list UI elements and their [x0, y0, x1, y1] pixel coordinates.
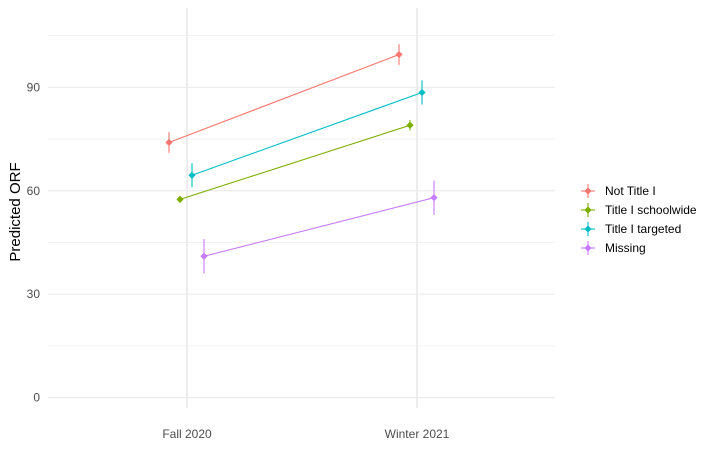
major-gridlines — [48, 8, 555, 408]
series-layer — [165, 44, 438, 274]
data-point — [406, 121, 414, 129]
y-axis-title: Predicted ORF — [7, 162, 24, 261]
legend-key-marker — [584, 187, 592, 195]
data-point — [165, 138, 173, 147]
x-tick-label: Winter 2021 — [385, 427, 450, 441]
series-group — [176, 120, 414, 203]
series-line — [168, 54, 400, 143]
x-tick-label: Fall 2020 — [162, 427, 212, 441]
series-group — [200, 180, 438, 274]
series-line — [179, 124, 411, 200]
legend-label: Missing — [605, 241, 646, 255]
legend-item: Title I targeted — [581, 222, 681, 236]
series-line — [203, 197, 435, 257]
series-line — [191, 91, 423, 176]
y-tick-label: 90 — [27, 80, 41, 94]
x-axis-tick-labels: Fall 2020 Winter 2021 — [162, 427, 449, 441]
legend-key-marker — [584, 225, 592, 233]
y-tick-label: 60 — [27, 184, 41, 198]
y-axis-tick-labels: 0 30 60 90 — [27, 80, 41, 404]
data-point — [176, 195, 184, 203]
legend-label: Title I targeted — [605, 222, 681, 236]
legend-item: Not Title I — [581, 184, 656, 198]
legend-label: Not Title I — [605, 184, 656, 198]
data-point — [418, 88, 426, 97]
minor-gridlines — [48, 35, 555, 347]
y-tick-label: 30 — [27, 287, 41, 301]
data-point — [188, 171, 196, 179]
series-group — [188, 80, 426, 188]
legend-key-marker — [584, 206, 592, 214]
data-point — [395, 50, 403, 59]
legend-label: Title I schoolwide — [605, 203, 697, 217]
legend-key-marker — [584, 244, 592, 252]
legend-item: Missing — [581, 241, 646, 255]
series-group — [165, 44, 403, 153]
y-tick-label: 0 — [33, 391, 40, 405]
legend-item: Title I schoolwide — [581, 203, 697, 217]
data-point — [430, 194, 438, 202]
data-point — [200, 252, 208, 260]
legend: Not Title I Title I schoolwide Title I tar… — [581, 184, 697, 255]
